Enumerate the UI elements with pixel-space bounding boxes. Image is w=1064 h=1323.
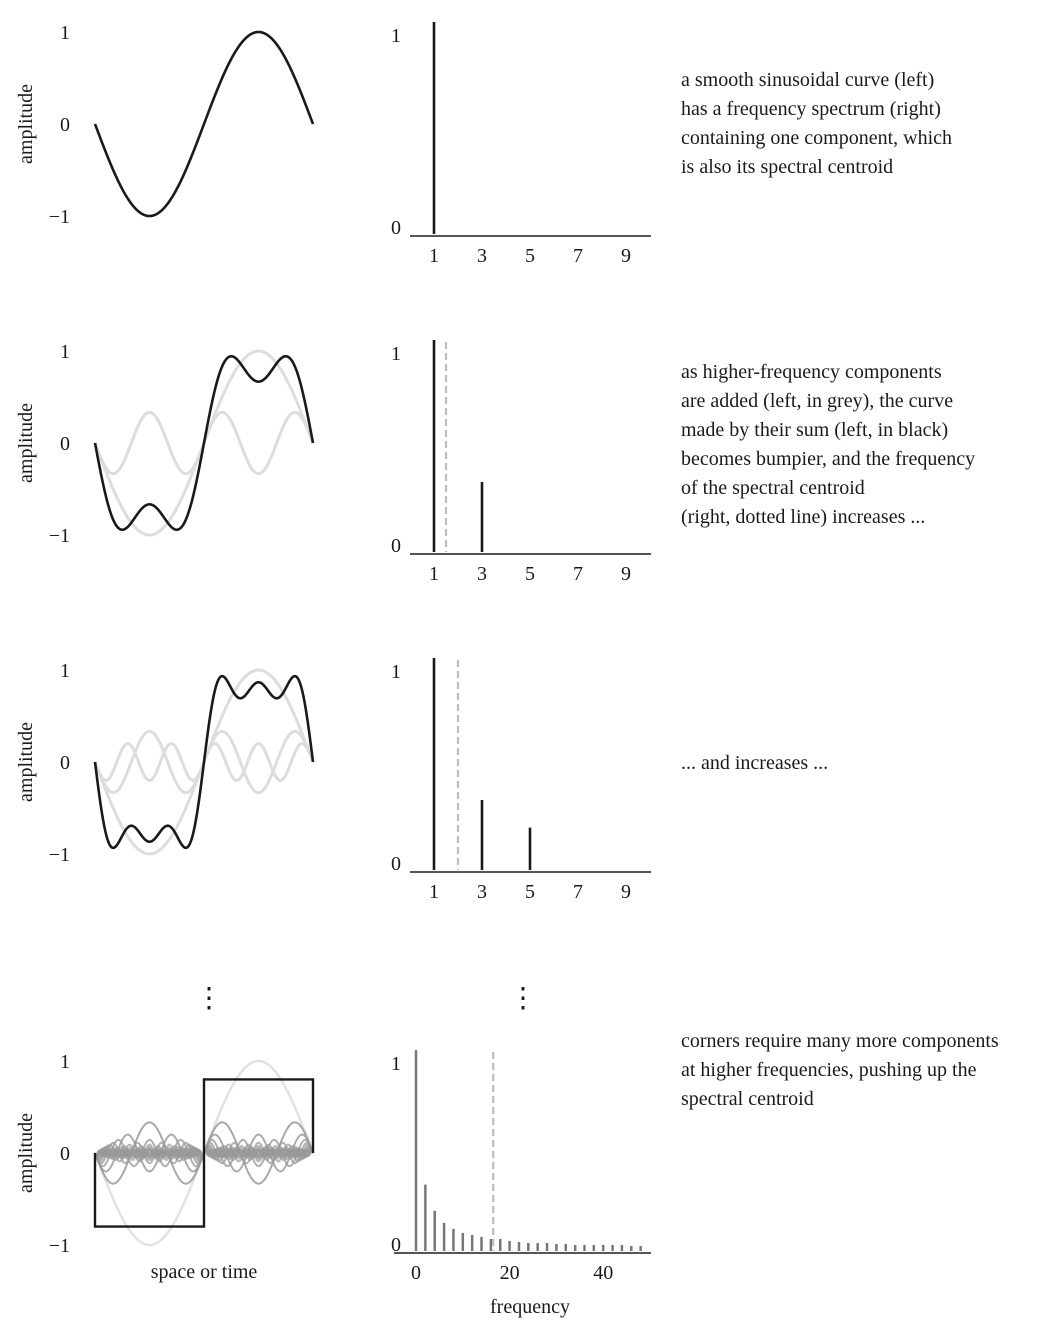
caption-1-line-3: containing one component, which [681,127,953,149]
x-tick-label: 3 [477,881,487,903]
caption-2-line-2: are added (left, in grey), the curve [681,390,954,412]
x-axis-label: frequency [490,1296,570,1318]
caption-3: ... and increases ... [681,749,828,778]
caption-4-line-2: at higher frequencies, pushing up the [681,1059,977,1081]
x-tick-label: 7 [573,563,583,585]
sum-curve [93,354,315,532]
y-tick-label: 1 [60,22,70,44]
ellipsis-left: ⋮ [195,983,223,1014]
waveform-panel-4: amplitude 1 0 −1 space or time [15,1051,315,1283]
x-tick-label: 20 [500,1262,520,1284]
caption-2-line-6: (right, dotted line) increases ... [681,506,926,528]
caption-4: corners require many more components at … [681,1027,999,1114]
y-tick-label: 0 [60,433,70,455]
y-axis-label: amplitude [15,403,37,483]
x-tick-label: 5 [525,563,535,585]
x-axis-label: space or time [151,1261,258,1283]
x-tick-label: 1 [429,245,439,267]
caption-2-line-4: becomes bumpier, and the frequency [681,448,976,470]
x-tick-label: 7 [573,245,583,267]
y-tick-label: 0 [60,114,70,136]
x-tick-label: 1 [429,563,439,585]
x-tick-label: 9 [621,881,631,903]
sum-curve [93,674,315,850]
x-tick-label: 0 [411,1262,421,1284]
y-tick-label: 0 [60,752,70,774]
ellipsis-right: ⋮ [509,983,537,1014]
waveform-panel-1: amplitude 1 0 −1 [15,22,315,228]
y-tick-label: −1 [49,844,70,866]
x-tick-label: 3 [477,563,487,585]
y-tick-label: 1 [391,25,401,47]
x-tick-label: 9 [621,245,631,267]
spectrum-panel-2: 0 1 1 3 5 7 9 [391,340,651,585]
waveform-panel-2: amplitude 1 0 −1 [15,341,315,547]
y-tick-label: 1 [391,1053,401,1075]
y-tick-label: 1 [391,661,401,683]
y-tick-label: −1 [49,525,70,547]
caption-2-line-5: of the spectral centroid [681,477,865,499]
y-tick-label: −1 [49,1235,70,1257]
y-tick-label: −1 [49,206,70,228]
y-tick-label: 0 [391,853,401,875]
x-tick-label: 5 [525,881,535,903]
y-tick-label: 0 [391,217,401,239]
caption-1: a smooth sinusoidal curve (left) has a f… [681,66,952,182]
caption-1-line-2: has a frequency spectrum (right) [681,98,941,120]
waveform-panel-3: amplitude 1 0 −1 [15,660,315,866]
sum-curve [93,30,315,218]
caption-2: as higher-frequency components are added… [681,358,975,532]
spectrum-panel-1: 0 1 1 3 5 7 9 [391,22,651,267]
x-tick-label: 40 [593,1262,613,1284]
y-tick-label: 1 [391,343,401,365]
caption-1-line-1: a smooth sinusoidal curve (left) [681,69,935,91]
x-tick-label: 7 [573,881,583,903]
y-tick-label: 0 [60,1143,70,1165]
y-tick-label: 1 [60,1051,70,1073]
spectrum-panel-3: 0 1 1 3 5 7 9 [391,658,651,903]
y-tick-label: 0 [391,535,401,557]
caption-3-line-1: ... and increases ... [681,752,829,774]
caption-2-line-3: made by their sum (left, in black) [681,419,949,441]
y-axis-label: amplitude [15,84,37,164]
caption-1-line-4: is also its spectral centroid [681,156,894,178]
x-tick-label: 3 [477,245,487,267]
y-tick-label: 1 [60,341,70,363]
caption-2-line-1: as higher-frequency components [681,361,942,383]
square-wave-curve [93,1078,315,1228]
caption-4-line-1: corners require many more components [681,1030,999,1052]
x-tick-label: 1 [429,881,439,903]
y-tick-label: 0 [391,1234,401,1256]
x-tick-label: 9 [621,563,631,585]
y-axis-label: amplitude [15,1113,37,1193]
y-axis-label: amplitude [15,722,37,802]
y-tick-label: 1 [60,660,70,682]
caption-4-line-3: spectral centroid [681,1088,814,1110]
x-tick-label: 5 [525,245,535,267]
